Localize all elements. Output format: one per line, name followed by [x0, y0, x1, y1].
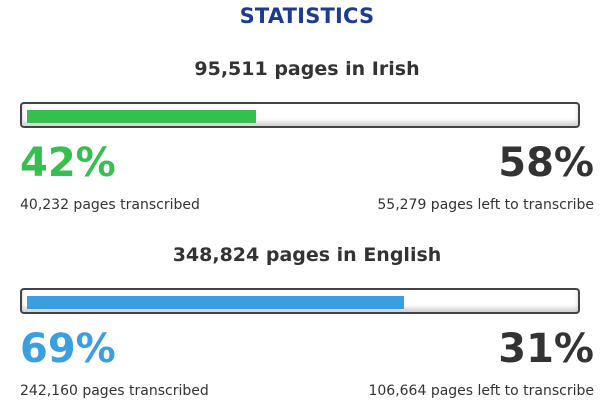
- irish-statistics: 95,511 pages in Irish 42% 58% 40,232 pag…: [20, 54, 594, 234]
- irish-transcribed-count: 40,232 pages transcribed: [20, 197, 200, 213]
- english-progress-fill: [27, 296, 404, 309]
- irish-progress-fill: [27, 110, 256, 123]
- page-title: STATISTICS: [239, 4, 375, 28]
- english-remaining-count: 106,664 pages left to transcribe: [368, 383, 594, 399]
- irish-pages-heading: 95,511 pages in Irish: [194, 58, 420, 80]
- english-transcribed-count: 242,160 pages transcribed: [20, 383, 209, 399]
- irish-progress-bar: [20, 102, 580, 128]
- english-statistics: 348,824 pages in English 69% 31% 242,160…: [20, 240, 594, 420]
- english-remaining-percent: 31%: [498, 326, 594, 372]
- english-transcribed-percent: 69%: [20, 326, 116, 372]
- english-pages-heading: 348,824 pages in English: [172, 244, 442, 266]
- irish-remaining-percent: 58%: [498, 140, 594, 186]
- english-progress-bar: [20, 288, 580, 314]
- irish-transcribed-percent: 42%: [20, 140, 116, 186]
- irish-remaining-count: 55,279 pages left to transcribe: [377, 197, 594, 213]
